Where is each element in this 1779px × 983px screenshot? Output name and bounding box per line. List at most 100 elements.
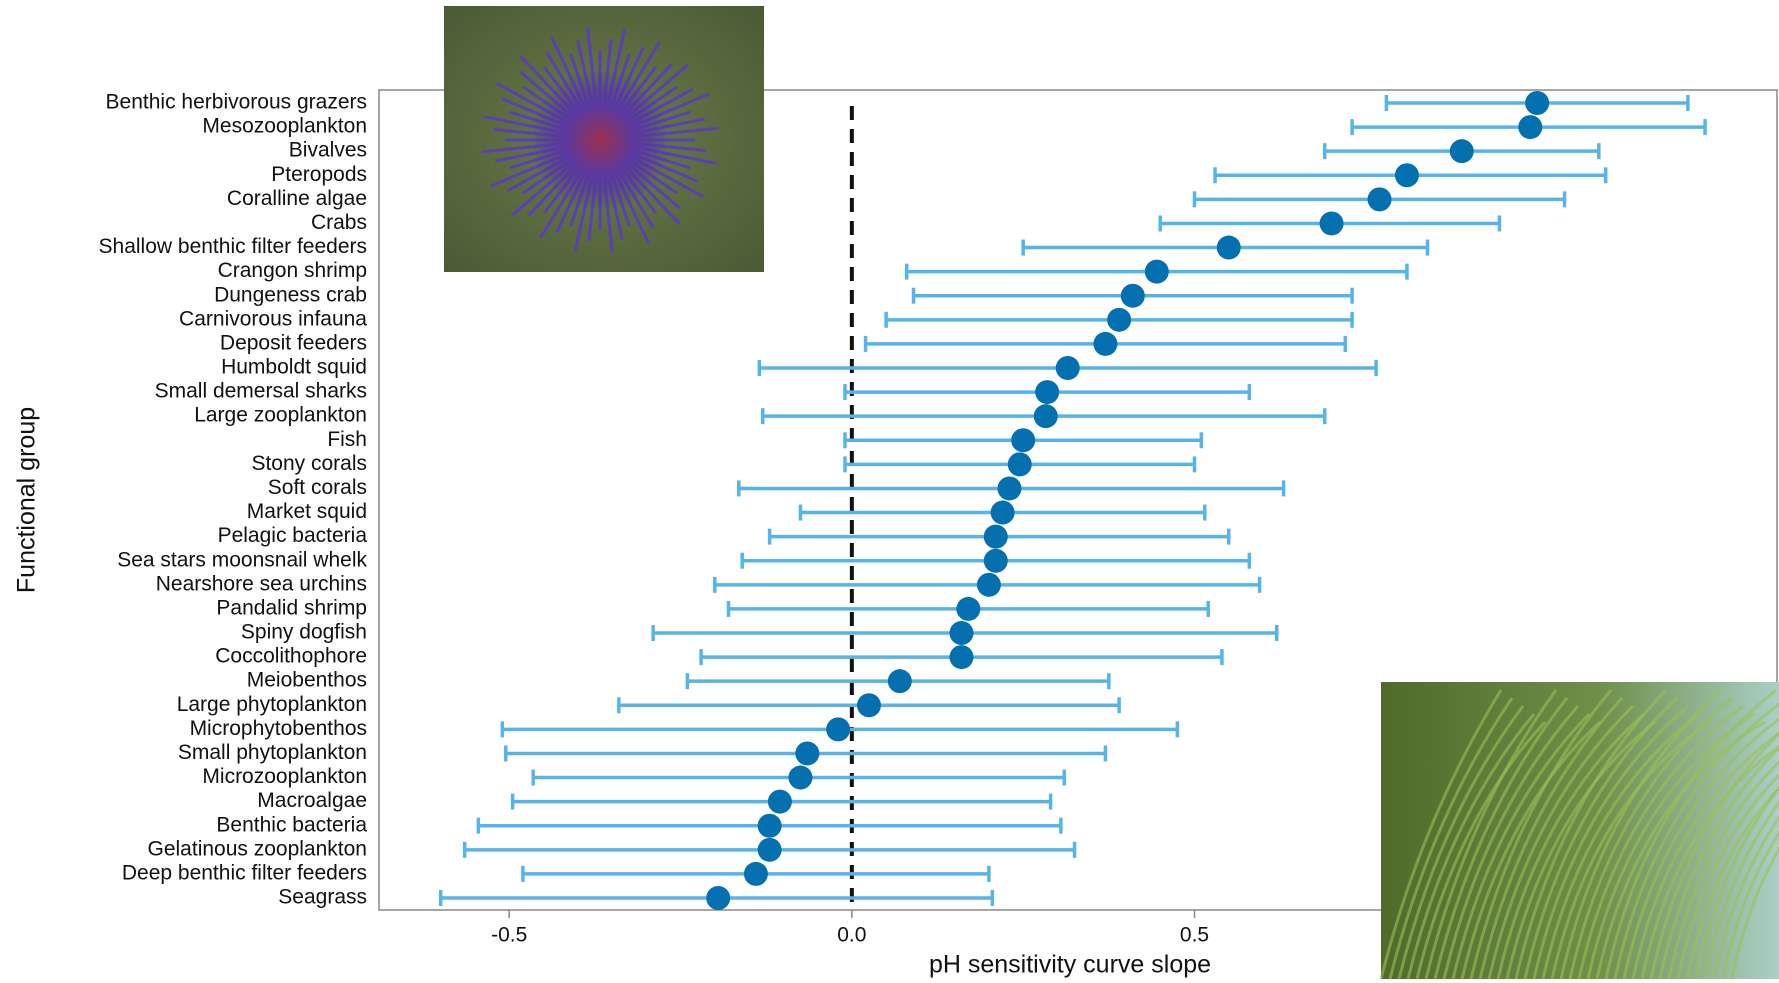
grass-blade <box>1694 785 1779 980</box>
y-tick-label: Crangon shrimp <box>218 259 367 282</box>
y-tick-label: Microphytobenthos <box>190 717 367 740</box>
x-tick-label: -0.5 <box>491 924 527 947</box>
dot <box>990 500 1015 525</box>
y-tick-label: Microzooplankton <box>202 765 367 788</box>
dot <box>983 524 1008 549</box>
y-tick-label: Stony corals <box>251 452 367 475</box>
grass-blade <box>1658 746 1779 980</box>
dot <box>757 813 782 838</box>
y-tick-label: Pelagic bacteria <box>218 524 368 547</box>
grass-blade <box>1685 786 1779 980</box>
y-tick-label: Deposit feeders <box>220 331 367 354</box>
dot <box>949 645 974 670</box>
dot <box>1033 404 1058 429</box>
dot <box>1518 115 1543 140</box>
y-tick-label: Meiobenthos <box>247 669 367 692</box>
dot <box>1525 91 1550 115</box>
grass-blade <box>1406 713 1536 980</box>
grass-blade <box>1514 688 1668 980</box>
y-tick-label: Humboldt squid <box>221 356 367 379</box>
grass-blade <box>1703 800 1779 980</box>
y-tick-label: Shallow benthic filter feeders <box>99 235 367 258</box>
y-tick-label: Mesozooplankton <box>202 115 367 138</box>
y-tick-label: Pteropods <box>271 163 367 186</box>
dot <box>1216 235 1241 260</box>
dot <box>706 886 731 910</box>
grass-blade <box>1712 815 1779 980</box>
grass-blade <box>1730 846 1779 980</box>
y-tick-label: Fish <box>327 428 367 451</box>
y-tick-label: Benthic herbivorous grazers <box>106 91 367 114</box>
grass-blade <box>1460 720 1602 980</box>
dot <box>795 741 820 766</box>
dot <box>1055 356 1080 380</box>
dot <box>976 572 1001 597</box>
y-tick-label: Dungeness crab <box>214 283 367 306</box>
y-tick-label: Nearshore sea urchins <box>156 572 367 595</box>
grass-blade <box>1496 712 1645 980</box>
grass-blade <box>1568 696 1733 980</box>
dot <box>1144 259 1169 284</box>
grass-blade <box>1721 830 1779 980</box>
dot <box>1120 283 1145 308</box>
grass-blade <box>1622 717 1779 980</box>
y-tick-label: Small demersal sharks <box>155 380 367 403</box>
dot <box>1319 211 1344 236</box>
dot <box>1394 163 1419 188</box>
dot <box>1011 428 1036 453</box>
grass-blade <box>1388 697 1514 980</box>
grass-blade <box>1532 704 1689 980</box>
dot <box>743 861 768 886</box>
grass-blade <box>1586 712 1755 980</box>
x-tick-label: 0.0 <box>837 924 866 947</box>
grass-blade <box>1649 731 1779 980</box>
y-tick-label: Gelatinous zooplankton <box>148 837 368 860</box>
y-tick-label: Large phytoplankton <box>177 693 367 716</box>
grass-blade <box>1559 688 1723 980</box>
grass-blade <box>1676 773 1779 980</box>
dot <box>767 789 792 814</box>
grass-blade <box>1487 704 1635 980</box>
dot <box>1107 307 1132 332</box>
y-axis-title: Functional group <box>13 407 41 593</box>
y-tick-label: Sea stars moonsnail whelk <box>117 548 367 571</box>
y-tick-label: Spiny dogfish <box>241 621 367 644</box>
dot <box>1035 380 1060 405</box>
y-tick-label: Crabs <box>311 211 367 234</box>
grass-blade <box>1505 720 1656 980</box>
y-tick-label: Market squid <box>247 500 367 523</box>
dot <box>1093 331 1118 356</box>
grass-blade <box>1523 696 1679 980</box>
y-tick-label: Coccolithophore <box>215 645 367 668</box>
grass-blade <box>1469 689 1613 980</box>
y-tick-label: Bivalves <box>289 139 367 162</box>
grass-blade <box>1424 689 1558 980</box>
plot-area: pH sensitivity curve slope Functional gr… <box>13 89 1778 979</box>
dot <box>757 837 782 862</box>
dot <box>1367 187 1392 212</box>
grass-blade <box>1433 697 1569 980</box>
y-tick-label: Small phytoplankton <box>178 741 367 764</box>
grass-blade <box>1541 712 1700 980</box>
grass-blade <box>1667 759 1779 980</box>
grass-blade <box>1478 696 1624 980</box>
y-tick-label: Large zooplankton <box>194 404 367 427</box>
plot-frame <box>378 89 1778 911</box>
x-axis-title: pH sensitivity curve slope <box>929 951 1211 979</box>
dot <box>956 596 981 621</box>
dot <box>949 621 974 645</box>
dot <box>788 765 813 790</box>
x-tick-label: 0.5 <box>1180 924 1209 947</box>
dot <box>887 669 912 694</box>
y-tick-label: Seagrass <box>278 886 367 909</box>
dot <box>1007 452 1032 477</box>
y-tick-label: Soft corals <box>268 476 367 499</box>
y-tick-label: Deep benthic filter feeders <box>122 861 367 884</box>
seagrass-photo <box>1379 682 1779 980</box>
grass-blade <box>1397 705 1525 980</box>
y-tick-label: Benthic bacteria <box>216 813 367 836</box>
dot <box>983 548 1008 573</box>
dot <box>826 717 851 742</box>
